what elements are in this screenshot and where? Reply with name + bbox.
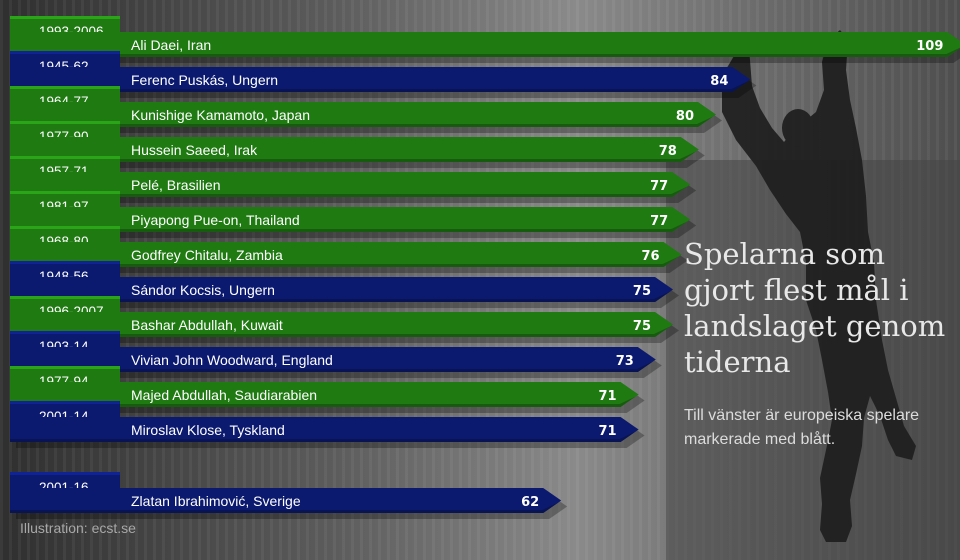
year-tab-highlight xyxy=(10,156,120,159)
goals-label: 62 xyxy=(521,495,539,510)
year-tab-highlight xyxy=(10,121,120,124)
goals-label: 75 xyxy=(633,284,651,299)
player-label: Majed Abdullah, Saudiarabien xyxy=(131,387,317,403)
bar-edge xyxy=(10,500,562,513)
bar xyxy=(10,382,639,407)
player-label: Sándor Kocsis, Ungern xyxy=(131,282,275,298)
bar xyxy=(10,242,682,267)
bar xyxy=(10,137,699,162)
year-tab-highlight xyxy=(10,296,120,299)
player-label: Kunishige Kamamoto, Japan xyxy=(131,107,310,123)
credit-text: Illustration: ecst.se xyxy=(20,520,136,536)
player-label: Vivian John Woodward, England xyxy=(131,352,333,368)
goals-label: 71 xyxy=(599,389,617,404)
player-label: Ferenc Puskás, Ungern xyxy=(131,72,278,88)
bar xyxy=(10,32,960,57)
player-label: Pelé, Brasilien xyxy=(131,177,221,193)
player-silhouette xyxy=(722,30,916,542)
goals-label: 80 xyxy=(676,109,694,124)
year-tab-highlight xyxy=(10,366,120,369)
year-tab-highlight xyxy=(10,261,120,264)
goals-label: 78 xyxy=(659,144,677,159)
year-tab-highlight xyxy=(10,51,120,54)
bar-edge xyxy=(10,429,639,442)
chart-subtitle: Till vänster är europeiska spelare marke… xyxy=(684,407,920,448)
goals-label: 76 xyxy=(642,249,660,264)
player-label: Godfrey Chitalu, Zambia xyxy=(131,247,283,263)
bar xyxy=(10,277,673,302)
goals-label: 71 xyxy=(599,424,617,439)
goals-label: 73 xyxy=(616,354,634,369)
bar xyxy=(10,207,691,232)
goals-label: 75 xyxy=(633,319,651,334)
year-tab-highlight xyxy=(10,86,120,89)
player-label: Hussein Saeed, Irak xyxy=(131,142,258,158)
player-label: Miroslav Klose, Tyskland xyxy=(131,422,285,438)
player-label: Bashar Abdullah, Kuwait xyxy=(131,317,283,333)
year-tab-highlight xyxy=(10,472,120,475)
bar xyxy=(10,172,691,197)
year-tab-highlight xyxy=(10,226,120,229)
bar xyxy=(10,312,673,337)
goals-label: 77 xyxy=(650,179,668,194)
bar-edge xyxy=(10,47,960,57)
bar xyxy=(10,347,656,372)
player-label: Ali Daei, Iran xyxy=(131,37,211,53)
year-tab-highlight xyxy=(10,331,120,334)
year-tab-highlight xyxy=(10,191,120,194)
bar xyxy=(10,488,562,513)
goals-label: 84 xyxy=(710,74,728,89)
chart-title: Spelarna som gjort flest mål i landslage… xyxy=(684,237,946,379)
goals-label: 77 xyxy=(650,214,668,229)
player-label: Zlatan Ibrahimović, Sverige xyxy=(131,493,301,509)
bar xyxy=(10,417,639,442)
player-label: Piyapong Pue-on, Thailand xyxy=(131,212,300,228)
goals-label: 109 xyxy=(916,39,943,54)
year-tab-highlight xyxy=(10,16,120,19)
year-tab-highlight xyxy=(10,401,120,404)
bar xyxy=(10,67,751,92)
bar xyxy=(10,102,716,127)
